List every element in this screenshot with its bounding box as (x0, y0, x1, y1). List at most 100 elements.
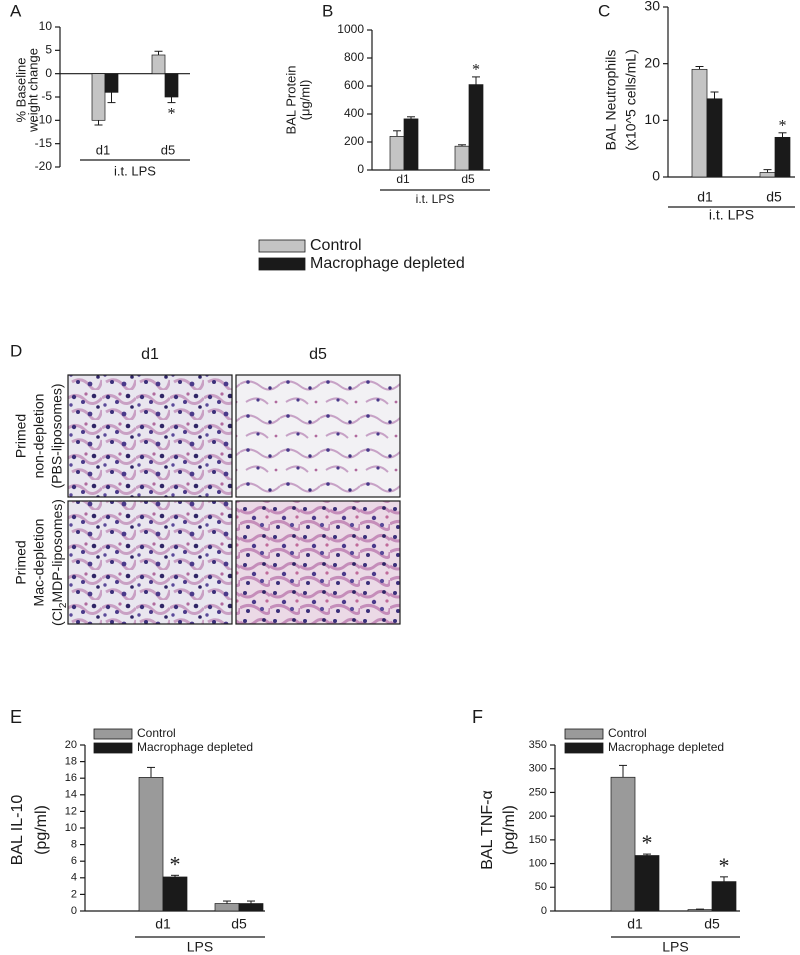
significance-marker: * (779, 117, 787, 134)
y-tick-label: 400 (344, 106, 364, 120)
legend-swatch (258, 239, 306, 253)
error-bar (223, 900, 231, 904)
legend-swatch (564, 728, 604, 740)
bar (403, 118, 419, 171)
y-tick-label: 30 (644, 0, 660, 14)
y-tick-label: 16 (65, 772, 77, 784)
error-bar (778, 132, 787, 138)
legend-label: Control (137, 726, 176, 740)
legend-swatch (564, 742, 604, 754)
x-tick-label: d1 (627, 916, 643, 932)
y-tick-label: 8 (71, 839, 77, 851)
y-tick-label: 4 (71, 872, 77, 884)
bar (774, 136, 791, 178)
x-tick-label: d1 (697, 189, 713, 205)
panel-label: D (10, 341, 22, 360)
row-label: Mac-depletion (31, 519, 47, 607)
y-tick-label: 10 (65, 822, 77, 834)
error-bar (247, 900, 255, 904)
group-label: LPS (187, 939, 213, 955)
y-axis-label: BAL Neutrophils (603, 50, 619, 151)
bar (468, 84, 484, 171)
significance-marker: * (168, 105, 176, 122)
error-bar (472, 76, 480, 85)
micrograph (67, 374, 233, 498)
y-tick-label: 600 (344, 78, 364, 92)
y-tick-label: -5 (41, 89, 52, 103)
x-tick-label: d5 (766, 189, 782, 205)
panel-label: B (322, 1, 333, 20)
bar (164, 73, 179, 98)
bar (691, 68, 708, 178)
y-tick-label: 0 (357, 162, 364, 176)
error-bar (619, 764, 627, 778)
y-tick-label: 10 (39, 19, 53, 33)
y-tick-label: 10 (644, 111, 660, 127)
bar (706, 98, 723, 178)
error-bar (393, 130, 401, 137)
significance-marker: * (170, 851, 181, 876)
panel-label: F (472, 707, 483, 727)
error-bar (167, 97, 176, 104)
y-tick-label: 5 (45, 43, 52, 57)
row-label-part: (Cl (49, 608, 65, 626)
y-axis-label: (pg/ml) (33, 805, 50, 855)
y-tick-label: 0 (71, 905, 77, 917)
micrograph (67, 500, 233, 625)
x-tick-label: d5 (704, 916, 720, 932)
row-label: non-depletion (31, 394, 47, 479)
bar (759, 172, 776, 178)
error-bar (407, 116, 415, 119)
y-tick-label: 14 (65, 789, 77, 801)
bar (610, 776, 636, 912)
error-bar (171, 874, 179, 877)
panel-label: C (598, 1, 610, 20)
significance-marker: * (642, 830, 653, 855)
y-axis-label: (μg/ml) (297, 80, 312, 121)
bar (634, 855, 660, 912)
panel-label: E (10, 707, 22, 727)
y-axis-label: weight change (25, 48, 40, 133)
legend-label: Macrophage depleted (137, 740, 253, 754)
error-bar (695, 66, 704, 70)
x-tick-label: d1 (155, 916, 171, 932)
y-tick-label: 20 (644, 54, 660, 70)
legend-swatch (93, 742, 133, 754)
x-tick-label: d5 (231, 916, 247, 932)
x-tick-label: d5 (461, 172, 475, 186)
bar (687, 909, 713, 912)
error-bar (147, 766, 155, 778)
y-tick-label: 18 (65, 756, 77, 768)
y-tick-label: 1000 (337, 22, 364, 36)
error-bar (458, 144, 466, 147)
bar (138, 777, 164, 912)
y-tick-label: 300 (529, 763, 547, 775)
bar (389, 136, 405, 171)
group-label: LPS (662, 939, 688, 955)
row-label: Primed (13, 540, 29, 584)
x-tick-label: d1 (96, 142, 110, 157)
y-axis-label: BAL IL-10 (9, 795, 26, 866)
row-label: Primed (13, 414, 29, 458)
bar (162, 876, 188, 912)
y-tick-label: 100 (529, 857, 547, 869)
legend-label: Control (608, 726, 647, 740)
y-tick-label: -20 (35, 159, 53, 173)
error-bar (107, 92, 116, 104)
column-label: d1 (141, 346, 159, 363)
column-label: d5 (309, 346, 327, 363)
y-tick-label: -10 (35, 113, 53, 127)
row-label: (Cl2MDP-liposomes) (49, 499, 69, 626)
y-tick-label: -15 (35, 136, 53, 150)
bar (151, 54, 166, 75)
error-bar (154, 50, 163, 55)
y-axis-label: (pg/ml) (501, 805, 518, 855)
bar (104, 73, 119, 93)
y-tick-label: 350 (529, 739, 547, 751)
significance-marker: * (472, 62, 480, 79)
error-bar (720, 876, 728, 882)
y-tick-label: 200 (529, 810, 547, 822)
subscript: 2 (58, 602, 69, 608)
error-bar (763, 169, 772, 173)
